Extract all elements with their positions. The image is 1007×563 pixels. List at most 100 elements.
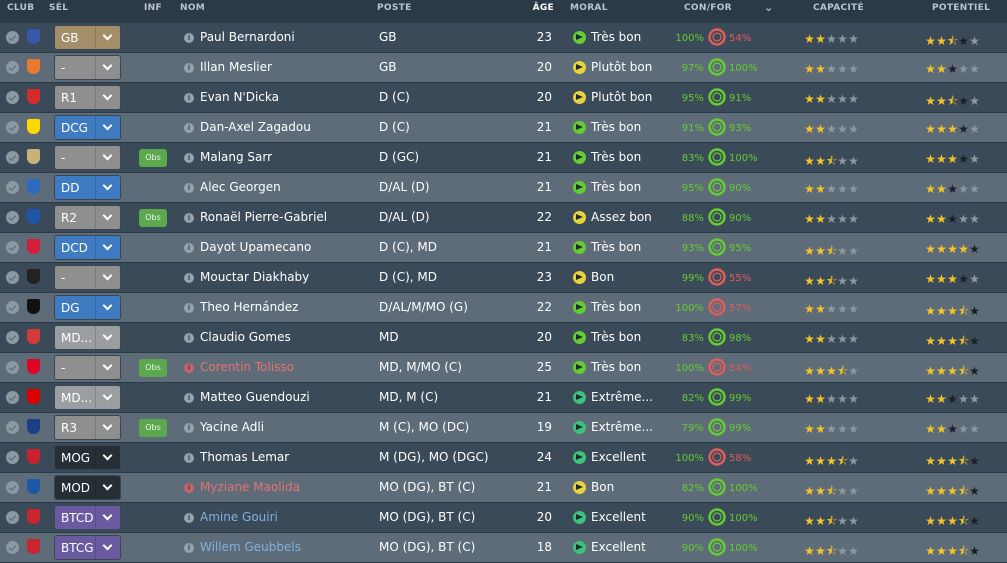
selection-dropdown[interactable]: DCG <box>54 115 121 140</box>
table-row[interactable]: - Obs i Malang Sarr D (GC) 21 Très bon 83% 100% ★… <box>0 143 1007 172</box>
info-icon[interactable]: i <box>184 513 194 523</box>
row-checkbox[interactable] <box>6 361 19 374</box>
chevron-down-icon[interactable] <box>95 146 120 169</box>
info-icon[interactable]: i <box>184 423 194 433</box>
table-row[interactable]: - i Mouctar Diakhaby D (C), MD 23 Bon 99% 55% ★★… <box>0 263 1007 292</box>
info-icon[interactable]: i <box>184 33 194 43</box>
table-row[interactable]: MOD i Myziane Maolida MO (DG), BT (C) 21 Bon 8… <box>0 473 1007 502</box>
table-row[interactable]: - Obs i Corentin Tolisso MD, M/MO (C) 25 Très … <box>0 353 1007 382</box>
info-icon[interactable]: i <box>184 123 194 133</box>
selection-dropdown[interactable]: MOD <box>54 475 121 500</box>
info-icon[interactable]: i <box>184 183 194 193</box>
row-checkbox[interactable] <box>6 331 19 344</box>
chevron-down-icon[interactable] <box>95 476 120 499</box>
club-crest-icon[interactable] <box>27 179 40 194</box>
selection-dropdown[interactable]: - <box>54 55 121 80</box>
club-crest-icon[interactable] <box>27 209 40 224</box>
info-icon[interactable]: i <box>184 63 194 73</box>
chevron-down-icon[interactable] <box>95 56 120 79</box>
row-checkbox[interactable] <box>6 91 19 104</box>
chevron-down-icon[interactable] <box>95 356 120 379</box>
info-icon[interactable]: i <box>184 273 194 283</box>
row-checkbox[interactable] <box>6 121 19 134</box>
club-crest-icon[interactable] <box>27 389 40 404</box>
row-checkbox[interactable] <box>6 31 19 44</box>
player-name-link[interactable]: Illan Meslier <box>200 60 272 74</box>
club-crest-icon[interactable] <box>27 329 40 344</box>
selection-dropdown[interactable]: - <box>54 355 121 380</box>
header-club[interactable]: CLUB <box>7 3 35 13</box>
player-name-link[interactable]: Dan-Axel Zagadou <box>200 120 311 134</box>
club-crest-icon[interactable] <box>27 119 40 134</box>
header-potentiel[interactable]: POTENTIEL <box>932 3 991 13</box>
row-checkbox[interactable] <box>6 391 19 404</box>
club-crest-icon[interactable] <box>27 449 40 464</box>
club-crest-icon[interactable] <box>27 479 40 494</box>
player-name-link[interactable]: Theo Hernández <box>200 300 299 314</box>
player-name-link[interactable]: Dayot Upamecano <box>200 240 312 254</box>
row-checkbox[interactable] <box>6 211 19 224</box>
player-name-link[interactable]: Evan N'Dicka <box>200 90 279 104</box>
row-checkbox[interactable] <box>6 421 19 434</box>
table-row[interactable]: R2 Obs i Ronaël Pierre-Gabriel D/AL (D) 22 Ass… <box>0 203 1007 232</box>
club-crest-icon[interactable] <box>27 419 40 434</box>
selection-dropdown[interactable]: BTCD <box>54 505 121 530</box>
player-name-link[interactable]: Matteo Guendouzi <box>200 390 310 404</box>
header-con-for[interactable]: CON/FOR <box>684 3 732 13</box>
chevron-down-icon[interactable] <box>95 446 120 469</box>
table-row[interactable]: MD... i Claudio Gomes MD 20 Très bon 83% 98% ★★★… <box>0 323 1007 352</box>
info-icon[interactable]: i <box>184 213 194 223</box>
table-row[interactable]: BTCG i Willem Geubbels MO (DG), BT (C) 18 Exc… <box>0 533 1007 562</box>
chevron-down-icon[interactable] <box>95 206 120 229</box>
row-checkbox[interactable] <box>6 301 19 314</box>
player-name-link[interactable]: Corentin Tolisso <box>200 360 294 374</box>
header-capacite[interactable]: CAPACITÉ <box>813 3 864 13</box>
player-name-link[interactable]: Thomas Lemar <box>200 450 290 464</box>
club-crest-icon[interactable] <box>27 359 40 374</box>
player-name-link[interactable]: Mouctar Diakhaby <box>200 270 310 284</box>
header-age[interactable]: ÂGE <box>532 3 554 13</box>
table-row[interactable]: MOG i Thomas Lemar M (DG), MO (DGC) 24 Excell… <box>0 443 1007 472</box>
selection-dropdown[interactable]: - <box>54 265 121 290</box>
selection-dropdown[interactable]: MD... <box>54 385 121 410</box>
club-crest-icon[interactable] <box>27 29 40 44</box>
player-name-link[interactable]: Willem Geubbels <box>200 540 301 554</box>
selection-dropdown[interactable]: MOG <box>54 445 121 470</box>
info-icon[interactable]: i <box>184 243 194 253</box>
chevron-down-icon[interactable] <box>95 536 120 559</box>
selection-dropdown[interactable]: MD... <box>54 325 121 350</box>
row-checkbox[interactable] <box>6 541 19 554</box>
table-row[interactable]: DCG i Dan-Axel Zagadou D (C) 21 Très bon 91% 93… <box>0 113 1007 142</box>
chevron-down-icon[interactable]: ⌄ <box>764 1 774 14</box>
player-name-link[interactable]: Malang Sarr <box>200 150 273 164</box>
selection-dropdown[interactable]: R2 <box>54 205 121 230</box>
info-icon[interactable]: i <box>184 153 194 163</box>
selection-dropdown[interactable]: BTCG <box>54 535 121 560</box>
row-checkbox[interactable] <box>6 181 19 194</box>
row-checkbox[interactable] <box>6 511 19 524</box>
info-icon[interactable]: i <box>184 333 194 343</box>
chevron-down-icon[interactable] <box>95 386 120 409</box>
player-name-link[interactable]: Amine Gouiri <box>200 510 278 524</box>
header-sel[interactable]: SÉL <box>49 3 69 13</box>
selection-dropdown[interactable]: DD <box>54 175 121 200</box>
row-checkbox[interactable] <box>6 271 19 284</box>
row-checkbox[interactable] <box>6 241 19 254</box>
selection-dropdown[interactable]: GB <box>54 25 121 50</box>
table-row[interactable]: DG i Theo Hernández D/AL/M/MO (G) 22 Très bon… <box>0 293 1007 322</box>
chevron-down-icon[interactable] <box>95 236 120 259</box>
info-icon[interactable]: i <box>184 363 194 373</box>
club-crest-icon[interactable] <box>27 509 40 524</box>
chevron-down-icon[interactable] <box>95 506 120 529</box>
scout-badge[interactable]: Obs <box>139 209 167 227</box>
table-row[interactable]: R3 Obs i Yacine Adli M (C), MO (DC) 19 Extrême… <box>0 413 1007 442</box>
selection-dropdown[interactable]: DCD <box>54 235 121 260</box>
chevron-down-icon[interactable] <box>95 326 120 349</box>
scout-badge[interactable]: Obs <box>139 359 167 377</box>
header-inf[interactable]: INF <box>144 3 162 13</box>
row-checkbox[interactable] <box>6 451 19 464</box>
table-row[interactable]: - i Illan Meslier GB 20 Plutôt bon 97% 100% ★★★★… <box>0 53 1007 82</box>
chevron-down-icon[interactable] <box>95 86 120 109</box>
club-crest-icon[interactable] <box>27 269 40 284</box>
row-checkbox[interactable] <box>6 151 19 164</box>
